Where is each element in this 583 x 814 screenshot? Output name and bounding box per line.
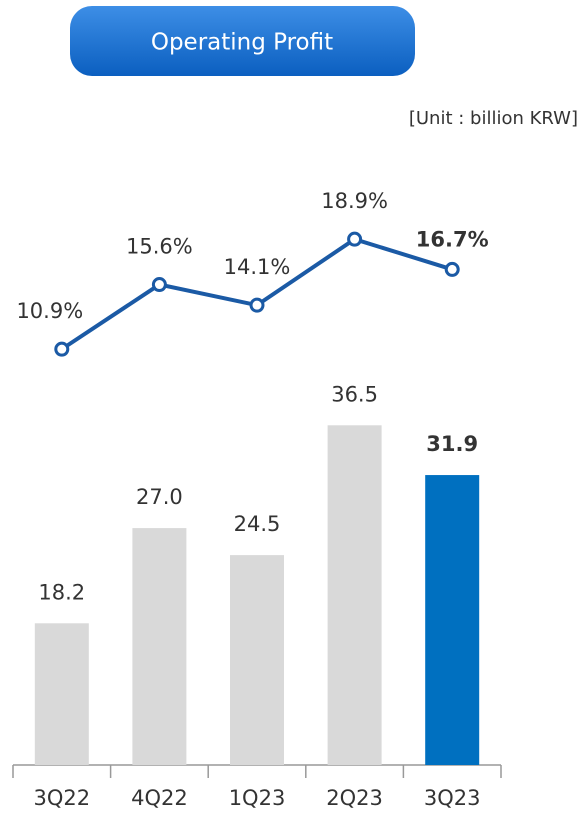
x-tick-label: 4Q22	[131, 786, 188, 810]
bar-value-label: 36.5	[331, 382, 378, 406]
bar-value-label: 31.9	[426, 432, 478, 456]
bar-value-label: 27.0	[136, 485, 183, 509]
title-pill	[70, 6, 415, 76]
line-point	[347, 231, 363, 247]
line-value-label: 14.1%	[224, 255, 291, 279]
line-point	[151, 277, 167, 293]
x-tick-label: 3Q23	[424, 786, 481, 810]
bar	[132, 528, 187, 765]
x-tick-label: 2Q23	[326, 786, 383, 810]
x-tick-label: 3Q22	[33, 786, 90, 810]
line-point	[54, 341, 70, 357]
line-point	[444, 261, 460, 277]
unit-label: [Unit : billion KRW]	[409, 108, 578, 129]
bar-value-label: 24.5	[234, 512, 281, 536]
bar	[327, 425, 382, 765]
line-value-label: 18.9%	[321, 189, 388, 213]
line-point	[249, 297, 265, 313]
line-value-label: 15.6%	[126, 235, 193, 259]
bar	[425, 475, 480, 765]
bar	[230, 555, 284, 765]
chart-title: Operating Profit	[151, 30, 333, 56]
bar	[34, 623, 89, 765]
line-value-label: 10.9%	[16, 299, 83, 323]
bar-value-label: 18.2	[38, 580, 85, 604]
x-tick-label: 1Q23	[229, 786, 286, 810]
line-value-label: 16.7%	[416, 227, 489, 251]
